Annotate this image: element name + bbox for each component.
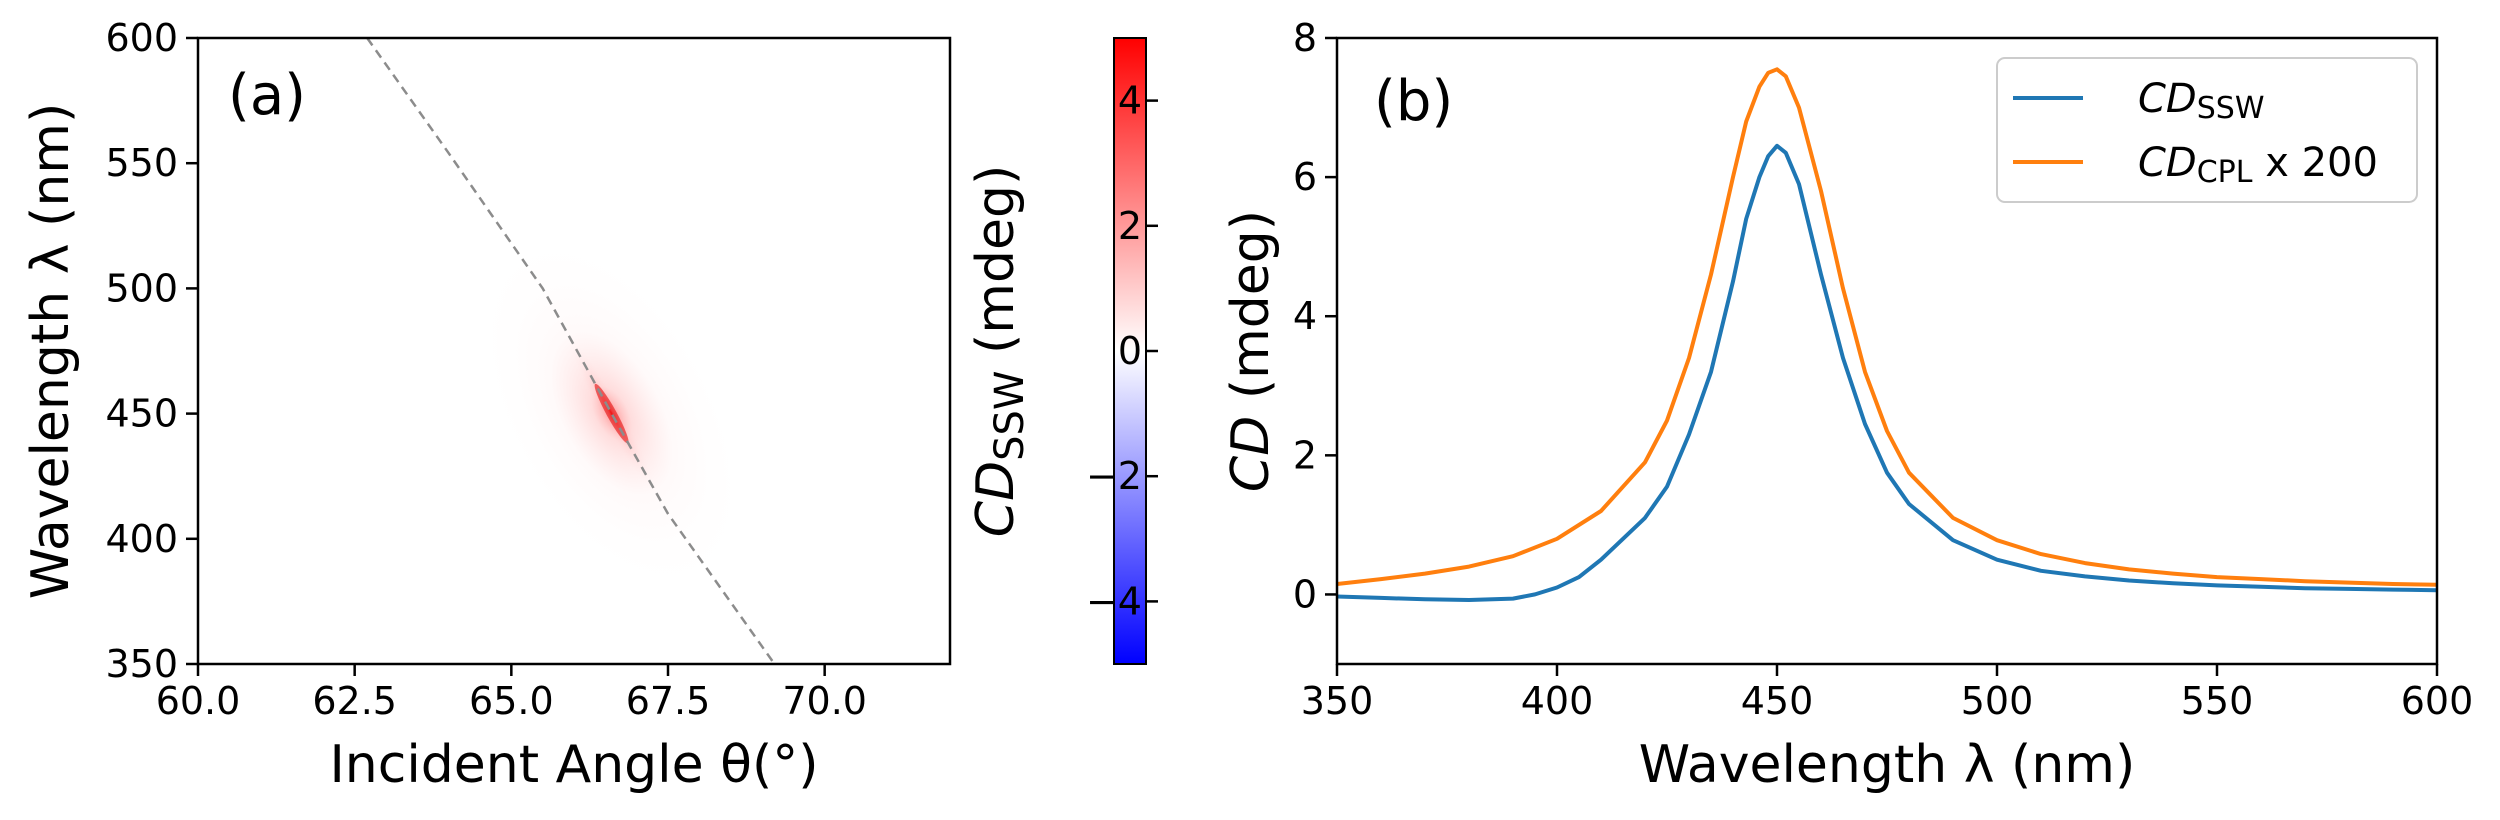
x-tick-label: 70.0 — [782, 679, 867, 723]
panel-b-x-ticks: 350 400 450 500 550 600 — [1301, 664, 2474, 723]
y-tick-label: 2 — [1293, 433, 1317, 477]
y-tick-label: 6 — [1293, 155, 1317, 199]
panel-b-lines — [1337, 67, 2437, 602]
colorbar-tick-label: 0 — [1118, 329, 1142, 373]
y-tick-label: 350 — [105, 642, 178, 686]
panel-a-y-ticks: 350 400 450 500 550 600 — [105, 16, 198, 686]
y-tick-label: 0 — [1293, 572, 1317, 616]
y-tick-label: 550 — [105, 141, 178, 185]
panel-b-x-axis-label: Wavelength λ (nm) — [1639, 735, 2136, 795]
legend-entry-cd-cpl: CDCPL x 200 — [2138, 140, 2378, 190]
panel-b-legend: CDSSW CDCPL x 200 — [1996, 57, 2418, 203]
legend-entry-cd-ssw: CDSSW — [2138, 76, 2264, 126]
panel-b-y-axis-label-rest: (mdeg) — [1221, 210, 1281, 416]
colorbar-ticks: 4 2 0 −2 −4 — [1086, 79, 1158, 623]
legend-entry-cd-ssw-sub: SSW — [2197, 91, 2265, 126]
x-tick-label: 400 — [1521, 679, 1594, 723]
panel-b-frame — [1335, 36, 2439, 666]
x-tick-label: 550 — [2181, 679, 2254, 723]
legend-entry-cd-cpl-suffix: x 200 — [2253, 140, 2378, 186]
legend-box — [1996, 57, 2418, 203]
colorbar: 4 2 0 −2 −4 CDSSW (mdeg) — [966, 37, 1158, 665]
colorbar-tick-label: −2 — [1086, 454, 1142, 498]
colorbar-label-sub: SSW — [987, 371, 1033, 461]
x-tick-label: 65.0 — [469, 679, 554, 723]
x-tick-label: 450 — [1741, 679, 1814, 723]
panel-a: 60.0 62.5 65.0 67.5 70.0 350400450500550600 … — [21, 16, 952, 795]
y-tick-label: 500 — [105, 266, 178, 310]
panel-a-x-axis-label: Incident Angle θ(°) — [329, 735, 818, 795]
y-tick-label: 450 — [105, 392, 178, 436]
panel-a-curve-layer — [366, 38, 776, 664]
panel-b: 350 400 450 500 550 600 0 2 4 6 8 (b) Wavelength … — [1221, 16, 2473, 795]
x-tick-label: 350 — [1301, 679, 1374, 723]
series-line-cd-ssw — [1337, 143, 2437, 602]
legend-entry-cd-cpl-sub: CPL — [2197, 155, 2253, 190]
colorbar-label-unit: (mdeg) — [966, 165, 1026, 371]
panel-a-y-axis-label: Wavelength λ (nm) — [21, 103, 81, 600]
y-tick-label: 8 — [1293, 16, 1317, 60]
legend-entry-cd-cpl-main: CD — [2138, 140, 2197, 186]
x-tick-label: 62.5 — [312, 679, 397, 723]
panel-a-label: (a) — [228, 63, 306, 128]
panel-b-y-ticks: 0 2 4 6 8 — [1293, 16, 1337, 616]
panel-a-x-ticks: 60.0 62.5 65.0 67.5 70.0 — [156, 664, 867, 723]
dashed-dispersion-curve — [366, 38, 776, 664]
panel-b-label: (b) — [1374, 69, 1453, 134]
colorbar-tick-label: −4 — [1086, 579, 1142, 623]
x-tick-label: 600 — [2401, 679, 2474, 723]
colorbar-gradient — [1113, 37, 1147, 665]
legend-entry-cd-ssw-main: CD — [2138, 76, 2197, 122]
colorbar-tick-label: 2 — [1118, 204, 1142, 248]
x-tick-label: 67.5 — [626, 679, 711, 723]
x-tick-label: 60.0 — [156, 679, 241, 723]
panel-a-heatmap — [475, 230, 748, 597]
panel-b-y-axis-label-main: CD — [1221, 416, 1281, 492]
colorbar-tick-label: 4 — [1118, 79, 1142, 123]
y-tick-label: 600 — [105, 16, 178, 60]
x-tick-label: 500 — [1961, 679, 2034, 723]
panel-b-y-axis-label: CD (mdeg) — [1221, 210, 1281, 492]
panel-a-frame — [196, 36, 952, 666]
colorbar-label-main: CD — [966, 461, 1026, 537]
colorbar-label: CDSSW (mdeg) — [966, 165, 1033, 537]
y-tick-label: 4 — [1293, 294, 1317, 338]
y-tick-label: 400 — [105, 517, 178, 561]
series-line-cd-cpl — [1337, 67, 2437, 587]
